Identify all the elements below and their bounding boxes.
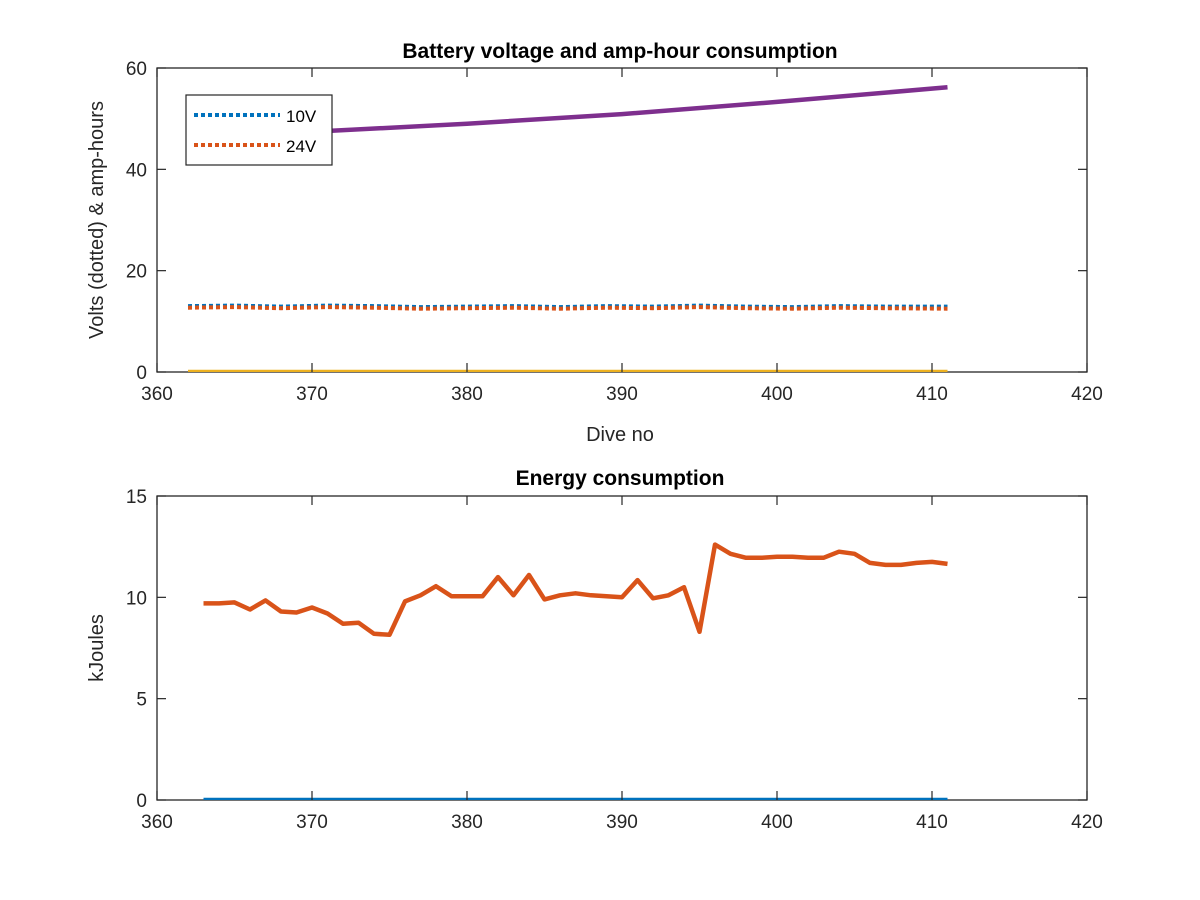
voltage-chart-title: Battery voltage and amp-hour consumption (402, 40, 837, 63)
energy-x-tick-label: 360 (141, 812, 173, 833)
voltage-x-axis-label: Dive no (586, 424, 654, 446)
voltage-legend-label: 10V (286, 107, 317, 126)
voltage-y-tick-label: 40 (126, 160, 147, 181)
energy-chart-title: Energy consumption (516, 467, 725, 490)
energy-series-line-line-1 (203, 542, 948, 638)
voltage-legend: 10V 24V (185, 94, 333, 166)
voltage-y-tick-label: 60 (126, 59, 147, 80)
energy-y-tick-label: 0 (136, 791, 147, 812)
energy-x-tick-label: 410 (916, 812, 948, 833)
voltage-x-tick-label: 420 (1071, 384, 1103, 405)
voltage-x-tick-label: 410 (916, 384, 948, 405)
energy-y-tick-label: 15 (126, 487, 147, 508)
energy-subplot: Energy consumption kJoules 360 370 380 390 4… (86, 467, 1103, 833)
voltage-y-tick-label: 20 (126, 262, 147, 283)
voltage-x-tick-label: 380 (451, 384, 483, 405)
energy-x-tick-label: 390 (606, 812, 638, 833)
voltage-x-tick-label: 370 (296, 384, 328, 405)
energy-x-tick-label: 400 (761, 812, 793, 833)
voltage-subplot: Battery voltage and amp-hour consumption… (86, 40, 1103, 446)
energy-y-tick-label: 10 (126, 588, 147, 609)
voltage-x-tick-label: 390 (606, 384, 638, 405)
voltage-x-tick-label: 400 (761, 384, 793, 405)
voltage-series-line-24v (187, 305, 948, 311)
energy-y-tick-label: 5 (136, 690, 147, 711)
voltage-y-axis-label: Volts (dotted) & amp-hours (86, 101, 108, 339)
voltage-y-tick-label: 0 (136, 363, 147, 384)
voltage-x-tick-label: 360 (141, 384, 173, 405)
voltage-legend-box (185, 94, 333, 166)
energy-x-tick-label: 380 (451, 812, 483, 833)
energy-x-tick-label: 370 (296, 812, 328, 833)
energy-y-axis-label: kJoules (86, 614, 108, 682)
energy-x-tick-label: 420 (1071, 812, 1103, 833)
voltage-legend-label: 24V (286, 137, 317, 156)
